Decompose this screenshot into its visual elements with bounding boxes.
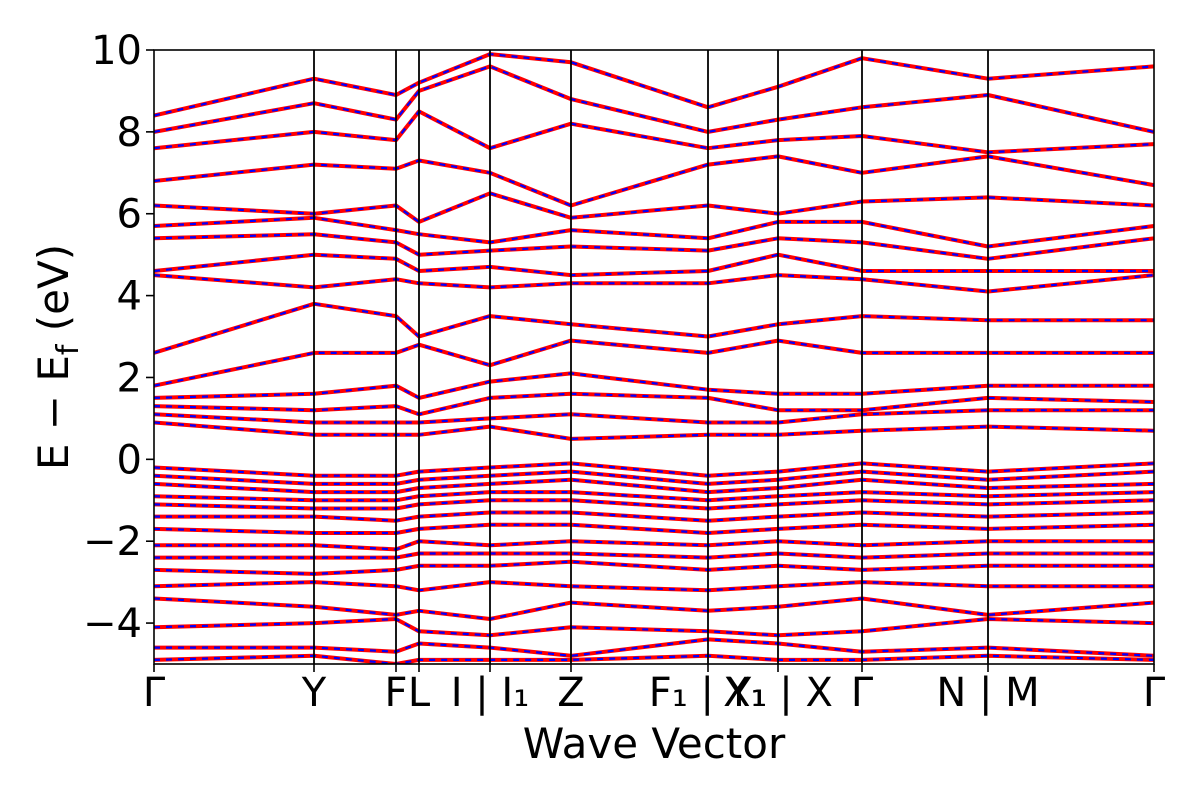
x-tick-label: F₁ | Y₁	[649, 670, 767, 716]
x-tick-label: Y	[301, 670, 327, 716]
y-tick-label: 2	[117, 355, 142, 401]
y-tick-label: 10	[91, 28, 142, 74]
x-tick-label: X₁ | X	[723, 670, 833, 716]
y-axis-ticks: −4 −2 0 2 4 6 8 10	[83, 28, 154, 647]
x-tick-label: Γ	[1143, 670, 1166, 716]
y-axis-label-sub: f	[51, 343, 86, 355]
x-tick-label: F	[384, 670, 407, 716]
x-tick-label: L	[408, 670, 431, 716]
y-tick-label: −4	[83, 601, 142, 647]
x-tick-label: Γ	[143, 670, 166, 716]
band-11-dashed	[154, 339, 1154, 387]
x-tick-label: I | I₁	[451, 670, 530, 716]
plot-frame	[153, 49, 1155, 665]
x-tick-label: Γ	[851, 670, 874, 716]
y-axis-label: E − Ef (eV)	[29, 244, 86, 470]
y-tick-label: 8	[117, 110, 142, 156]
kpoint-lines	[313, 50, 989, 664]
band-4-dashed	[154, 155, 1154, 207]
x-tick-label: N | M	[936, 670, 1039, 716]
y-axis-label-main: E − E	[29, 355, 78, 470]
band-1-dashed	[154, 52, 1154, 117]
x-tick-label: Z	[557, 670, 584, 716]
y-tick-label: 0	[117, 437, 142, 483]
x-axis-label: Wave Vector	[523, 719, 786, 768]
y-axis-label-unit: (eV)	[29, 244, 78, 345]
y-tick-label: 4	[117, 274, 142, 320]
y-tick-label: −2	[83, 519, 142, 565]
y-tick-label: 6	[117, 192, 142, 238]
